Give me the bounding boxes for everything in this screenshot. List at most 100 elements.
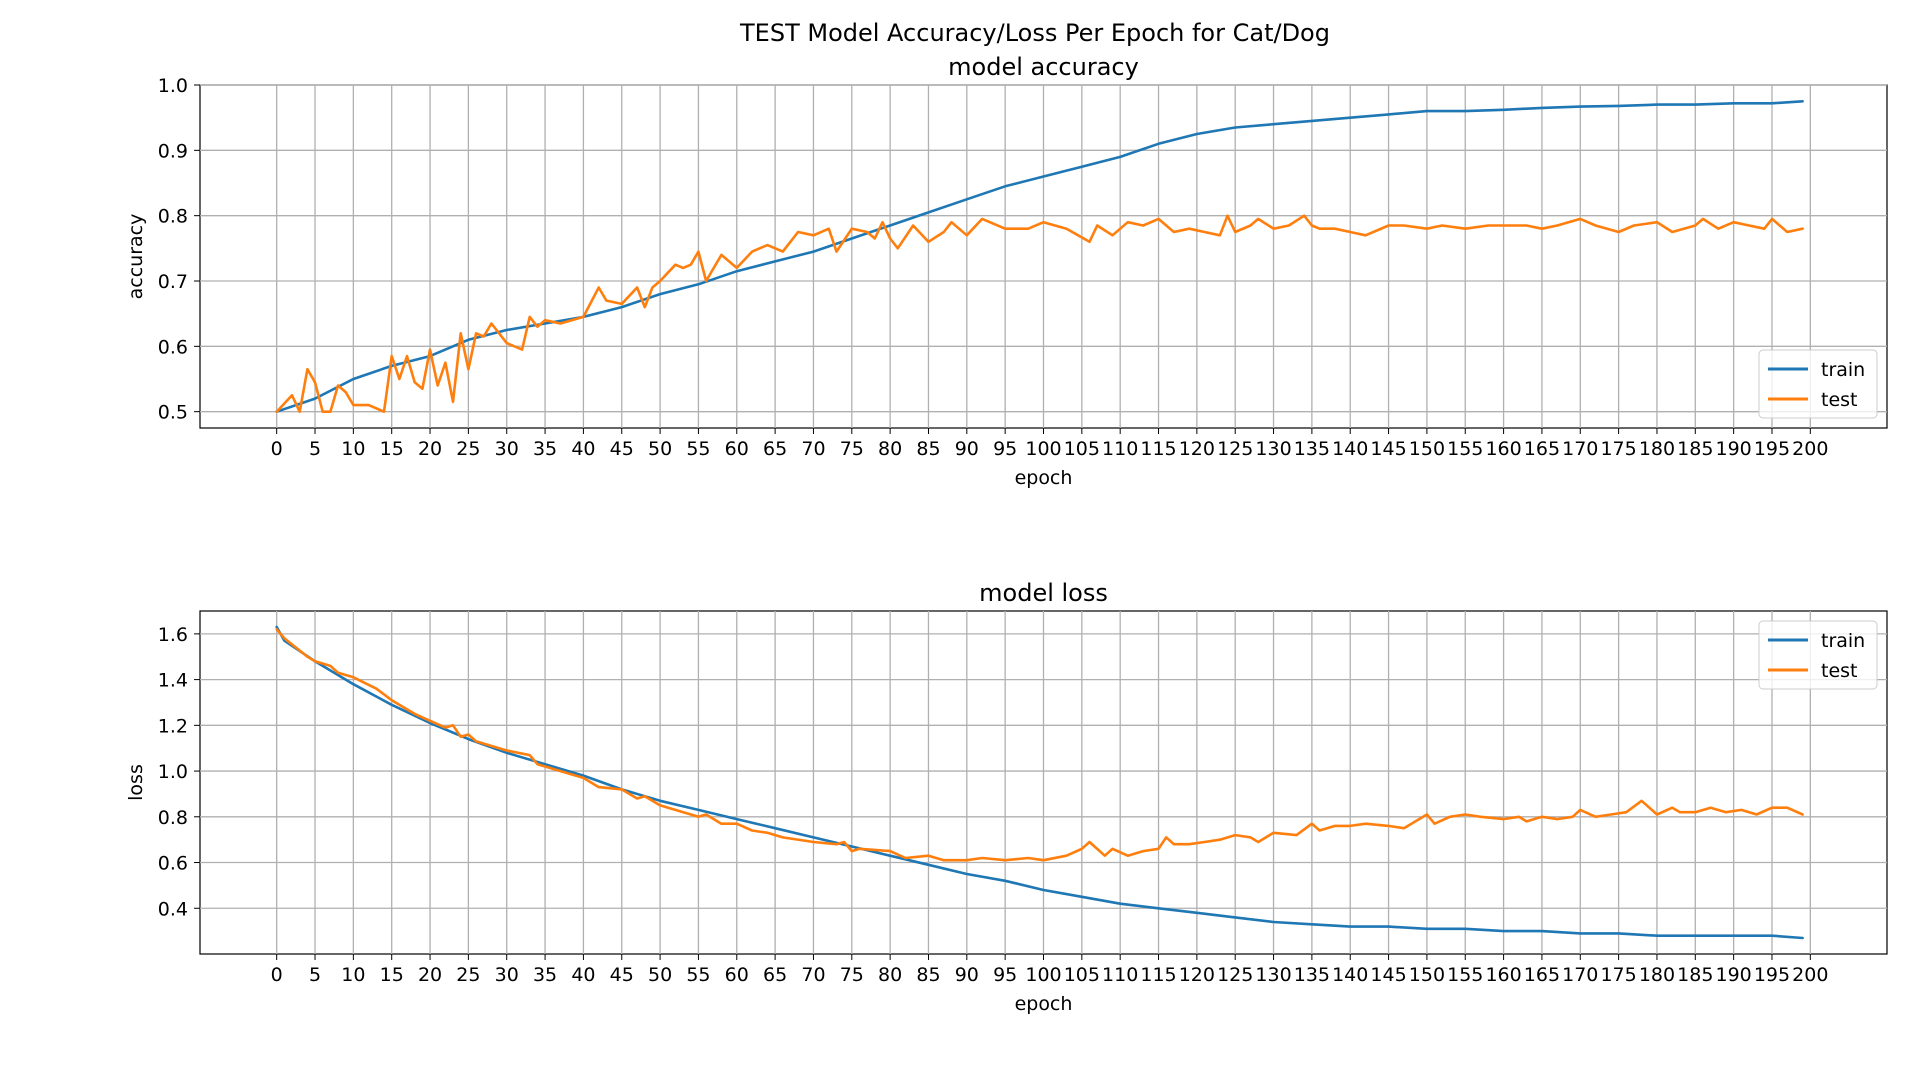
x-tick-label: 40 (571, 964, 595, 986)
x-tick-label: 180 (1639, 964, 1675, 986)
x-tick-label: 20 (418, 438, 442, 460)
x-tick-label: 135 (1294, 438, 1330, 460)
x-tick-label: 180 (1639, 438, 1675, 460)
x-tick-label: 10 (341, 964, 365, 986)
x-tick-label: 185 (1677, 964, 1713, 986)
x-tick-label: 125 (1217, 438, 1253, 460)
accuracy-x-axis-label: epoch (1015, 467, 1073, 489)
x-tick-label: 175 (1600, 964, 1636, 986)
loss-legend-box (1758, 620, 1878, 690)
accuracy-legend-test-label: test (1821, 389, 1858, 411)
loss-x-axis-label: epoch (1015, 993, 1073, 1015)
loss-y-axis-label: loss (125, 764, 147, 801)
y-tick-label: 0.4 (158, 898, 188, 920)
x-tick-label: 90 (955, 964, 979, 986)
x-tick-label: 0 (271, 438, 283, 460)
x-tick-label: 80 (878, 438, 902, 460)
figure-suptitle: TEST Model Accuracy/Loss Per Epoch for C… (739, 19, 1330, 47)
x-tick-label: 150 (1409, 964, 1445, 986)
x-tick-label: 130 (1255, 438, 1291, 460)
x-tick-label: 125 (1217, 964, 1253, 986)
x-tick-label: 170 (1562, 438, 1598, 460)
x-tick-label: 75 (840, 964, 864, 986)
x-tick-label: 30 (495, 438, 519, 460)
x-tick-label: 100 (1025, 438, 1061, 460)
x-tick-label: 195 (1754, 438, 1790, 460)
x-tick-label: 175 (1600, 438, 1636, 460)
x-tick-label: 160 (1485, 964, 1521, 986)
x-tick-label: 10 (341, 438, 365, 460)
y-tick-label: 0.5 (158, 402, 188, 424)
x-tick-label: 50 (648, 438, 672, 460)
x-tick-label: 5 (309, 438, 321, 460)
y-tick-label: 0.6 (158, 853, 188, 875)
x-tick-label: 0 (271, 964, 283, 986)
x-tick-label: 55 (686, 438, 710, 460)
y-tick-label: 1.2 (158, 715, 188, 737)
x-tick-label: 60 (725, 438, 749, 460)
x-tick-label: 90 (955, 438, 979, 460)
x-tick-label: 45 (610, 438, 634, 460)
y-tick-label: 1.0 (158, 75, 188, 97)
accuracy-grid (200, 84, 1887, 428)
x-tick-label: 200 (1792, 438, 1828, 460)
x-tick-label: 70 (801, 964, 825, 986)
y-tick-label: 0.6 (158, 336, 188, 358)
loss-y-ticks: 0.4 0.6 0.8 1.0 1.2 1.4 1.6 (158, 624, 200, 920)
x-tick-label: 65 (763, 964, 787, 986)
x-tick-label: 100 (1025, 964, 1061, 986)
x-tick-label: 45 (610, 964, 634, 986)
x-tick-label: 85 (916, 964, 940, 986)
series-line-test (275, 214, 1804, 414)
y-tick-label: 0.7 (158, 271, 188, 293)
x-tick-label: 190 (1716, 964, 1752, 986)
x-tick-label: 5 (309, 964, 321, 986)
x-tick-label: 110 (1102, 438, 1138, 460)
x-tick-label: 200 (1792, 964, 1828, 986)
x-tick-label: 150 (1409, 438, 1445, 460)
x-tick-label: 35 (533, 438, 557, 460)
x-tick-label: 165 (1524, 964, 1560, 986)
accuracy-legend-box (1758, 349, 1878, 419)
x-tick-label: 105 (1064, 964, 1100, 986)
accuracy-x-ticks: 0 5 10 15 20 25 30 35 40 45 50 55 60 65 70 75 80 85 90 95 10… (271, 428, 1828, 460)
y-tick-label: 1.0 (158, 761, 188, 783)
x-tick-label: 195 (1754, 964, 1790, 986)
x-tick-label: 25 (456, 964, 480, 986)
series-line-train (275, 625, 1804, 940)
x-tick-label: 60 (725, 964, 749, 986)
y-tick-label: 0.8 (158, 807, 188, 829)
x-tick-label: 35 (533, 964, 557, 986)
y-tick-label: 0.8 (158, 206, 188, 228)
x-tick-label: 120 (1179, 964, 1215, 986)
x-tick-label: 95 (993, 964, 1017, 986)
x-tick-label: 50 (648, 964, 672, 986)
x-tick-label: 145 (1370, 964, 1406, 986)
loss-legend-test-label: test (1821, 660, 1858, 682)
loss-legend-train-label: train (1821, 630, 1865, 652)
x-tick-label: 170 (1562, 964, 1598, 986)
x-tick-label: 165 (1524, 438, 1560, 460)
x-tick-label: 105 (1064, 438, 1100, 460)
y-tick-label: 1.6 (158, 624, 188, 646)
x-tick-label: 140 (1332, 964, 1368, 986)
x-tick-label: 115 (1140, 438, 1176, 460)
x-tick-label: 115 (1140, 964, 1176, 986)
loss-series-lines (275, 625, 1804, 940)
x-tick-label: 155 (1447, 964, 1483, 986)
x-tick-label: 20 (418, 964, 442, 986)
x-tick-label: 55 (686, 964, 710, 986)
x-tick-label: 80 (878, 964, 902, 986)
series-line-train (275, 100, 1804, 414)
accuracy-y-axis-label: accuracy (125, 214, 147, 300)
x-tick-label: 40 (571, 438, 595, 460)
x-tick-label: 15 (380, 438, 404, 460)
accuracy-series-lines (275, 100, 1804, 414)
loss-chart-title: model loss (979, 579, 1108, 607)
x-tick-label: 85 (916, 438, 940, 460)
x-tick-label: 110 (1102, 964, 1138, 986)
x-tick-label: 120 (1179, 438, 1215, 460)
x-tick-label: 95 (993, 438, 1017, 460)
accuracy-panel: 0 5 10 15 20 25 30 35 40 45 50 55 60 65 70 75 80 85 90 95 10… (125, 53, 1888, 489)
